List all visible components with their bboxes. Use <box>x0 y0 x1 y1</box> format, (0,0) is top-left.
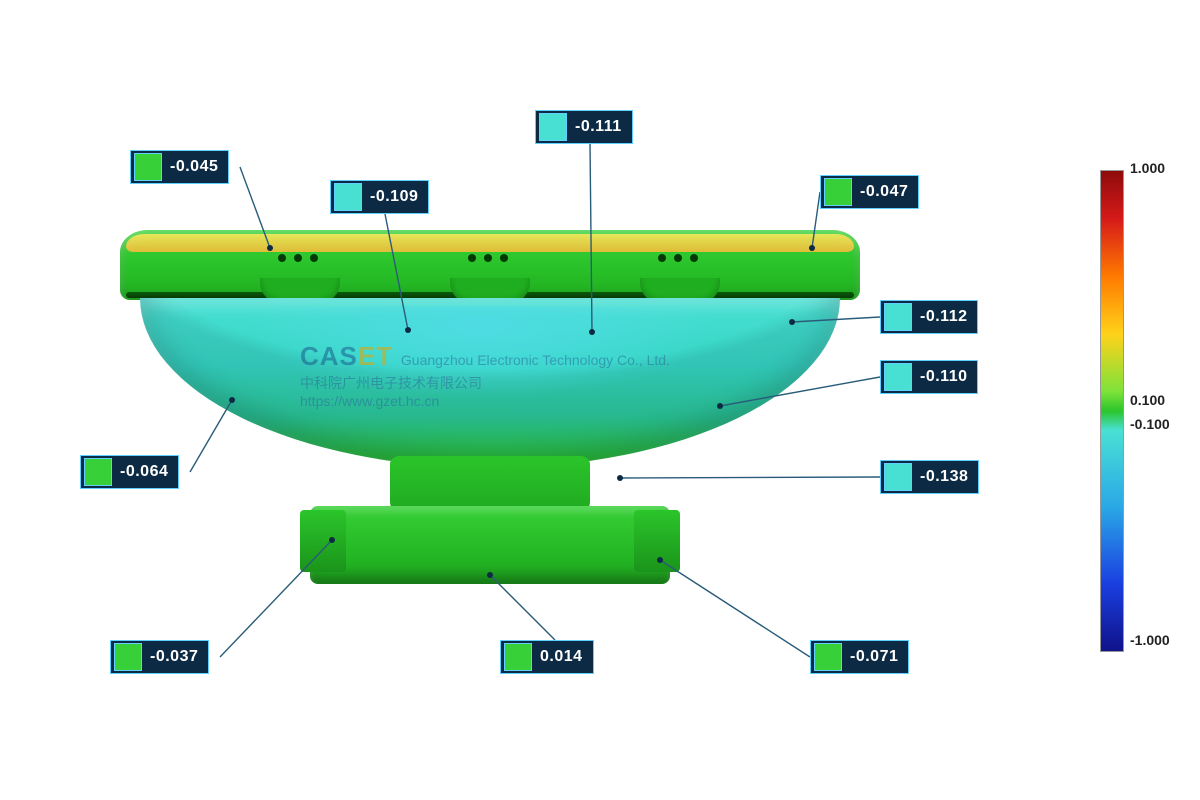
callout-value: -0.112 <box>920 308 967 326</box>
callout-value: -0.138 <box>920 468 968 486</box>
deviation-callout: -0.112 <box>880 300 978 334</box>
color-legend: 1.000 0.100 -0.100 -1.000 <box>1100 160 1170 660</box>
bolt-holes <box>658 254 698 262</box>
scanned-part <box>120 220 860 600</box>
callout-swatch <box>884 303 912 331</box>
callout-value: -0.045 <box>170 158 218 176</box>
callout-value: -0.037 <box>150 648 198 666</box>
callout-value: -0.111 <box>575 118 622 136</box>
callout-swatch <box>824 178 852 206</box>
callout-value: 0.014 <box>540 648 583 666</box>
callout-swatch <box>84 458 112 486</box>
legend-tick-label: -0.100 <box>1130 416 1170 432</box>
bolt-holes <box>278 254 318 262</box>
legend-tick-label: 0.100 <box>1130 392 1165 408</box>
callout-swatch <box>504 643 532 671</box>
legend-tick-label: -1.000 <box>1130 632 1170 648</box>
callout-value: -0.064 <box>120 463 168 481</box>
deviation-callout: -0.138 <box>880 460 979 494</box>
legend-tick-label: 1.000 <box>1130 160 1165 176</box>
deviation-callout: -0.045 <box>130 150 229 184</box>
deviation-callout: -0.110 <box>880 360 978 394</box>
callout-value: -0.071 <box>850 648 898 666</box>
deviation-callout: -0.109 <box>330 180 429 214</box>
deviation-map-figure: CASET Guangzhou Electronic Technology Co… <box>0 0 1200 800</box>
deviation-callout: -0.047 <box>820 175 919 209</box>
callout-swatch <box>884 363 912 391</box>
deviation-callout: -0.071 <box>810 640 909 674</box>
callout-value: -0.110 <box>920 368 967 386</box>
callout-swatch <box>814 643 842 671</box>
deviation-callout: 0.014 <box>500 640 594 674</box>
callout-swatch <box>114 643 142 671</box>
rim-highlight <box>126 234 854 252</box>
part-bowl <box>140 298 840 468</box>
part-base <box>310 506 670 584</box>
deviation-callout: -0.037 <box>110 640 209 674</box>
bolt-holes <box>468 254 508 262</box>
callout-swatch <box>134 153 162 181</box>
deviation-callout: -0.111 <box>535 110 633 144</box>
legend-gradient-bar <box>1100 170 1124 652</box>
deviation-callout: -0.064 <box>80 455 179 489</box>
callout-swatch <box>334 183 362 211</box>
callout-value: -0.047 <box>860 183 908 201</box>
callout-value: -0.109 <box>370 188 418 206</box>
callout-swatch <box>539 113 567 141</box>
callout-swatch <box>884 463 912 491</box>
